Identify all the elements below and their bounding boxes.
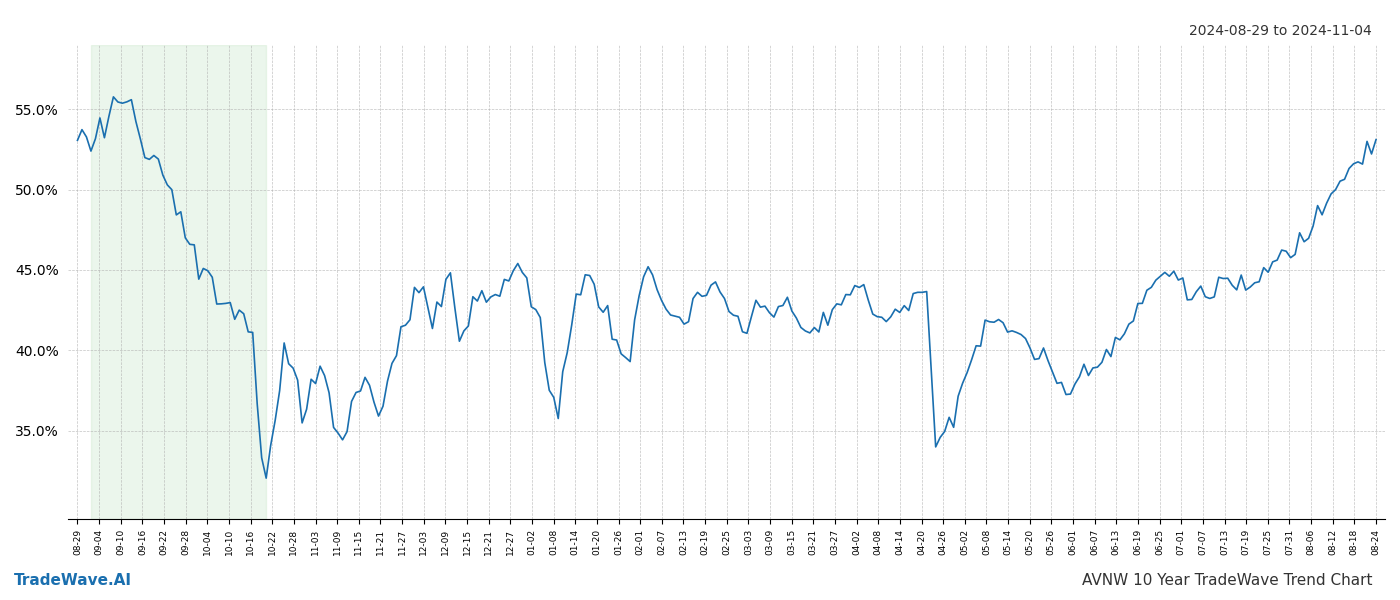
Bar (91, 45, 266, 519)
Text: TradeWave.AI: TradeWave.AI (14, 573, 132, 588)
Text: 2024-08-29 to 2024-11-04: 2024-08-29 to 2024-11-04 (1189, 24, 1372, 38)
Text: AVNW 10 Year TradeWave Trend Chart: AVNW 10 Year TradeWave Trend Chart (1081, 573, 1372, 588)
